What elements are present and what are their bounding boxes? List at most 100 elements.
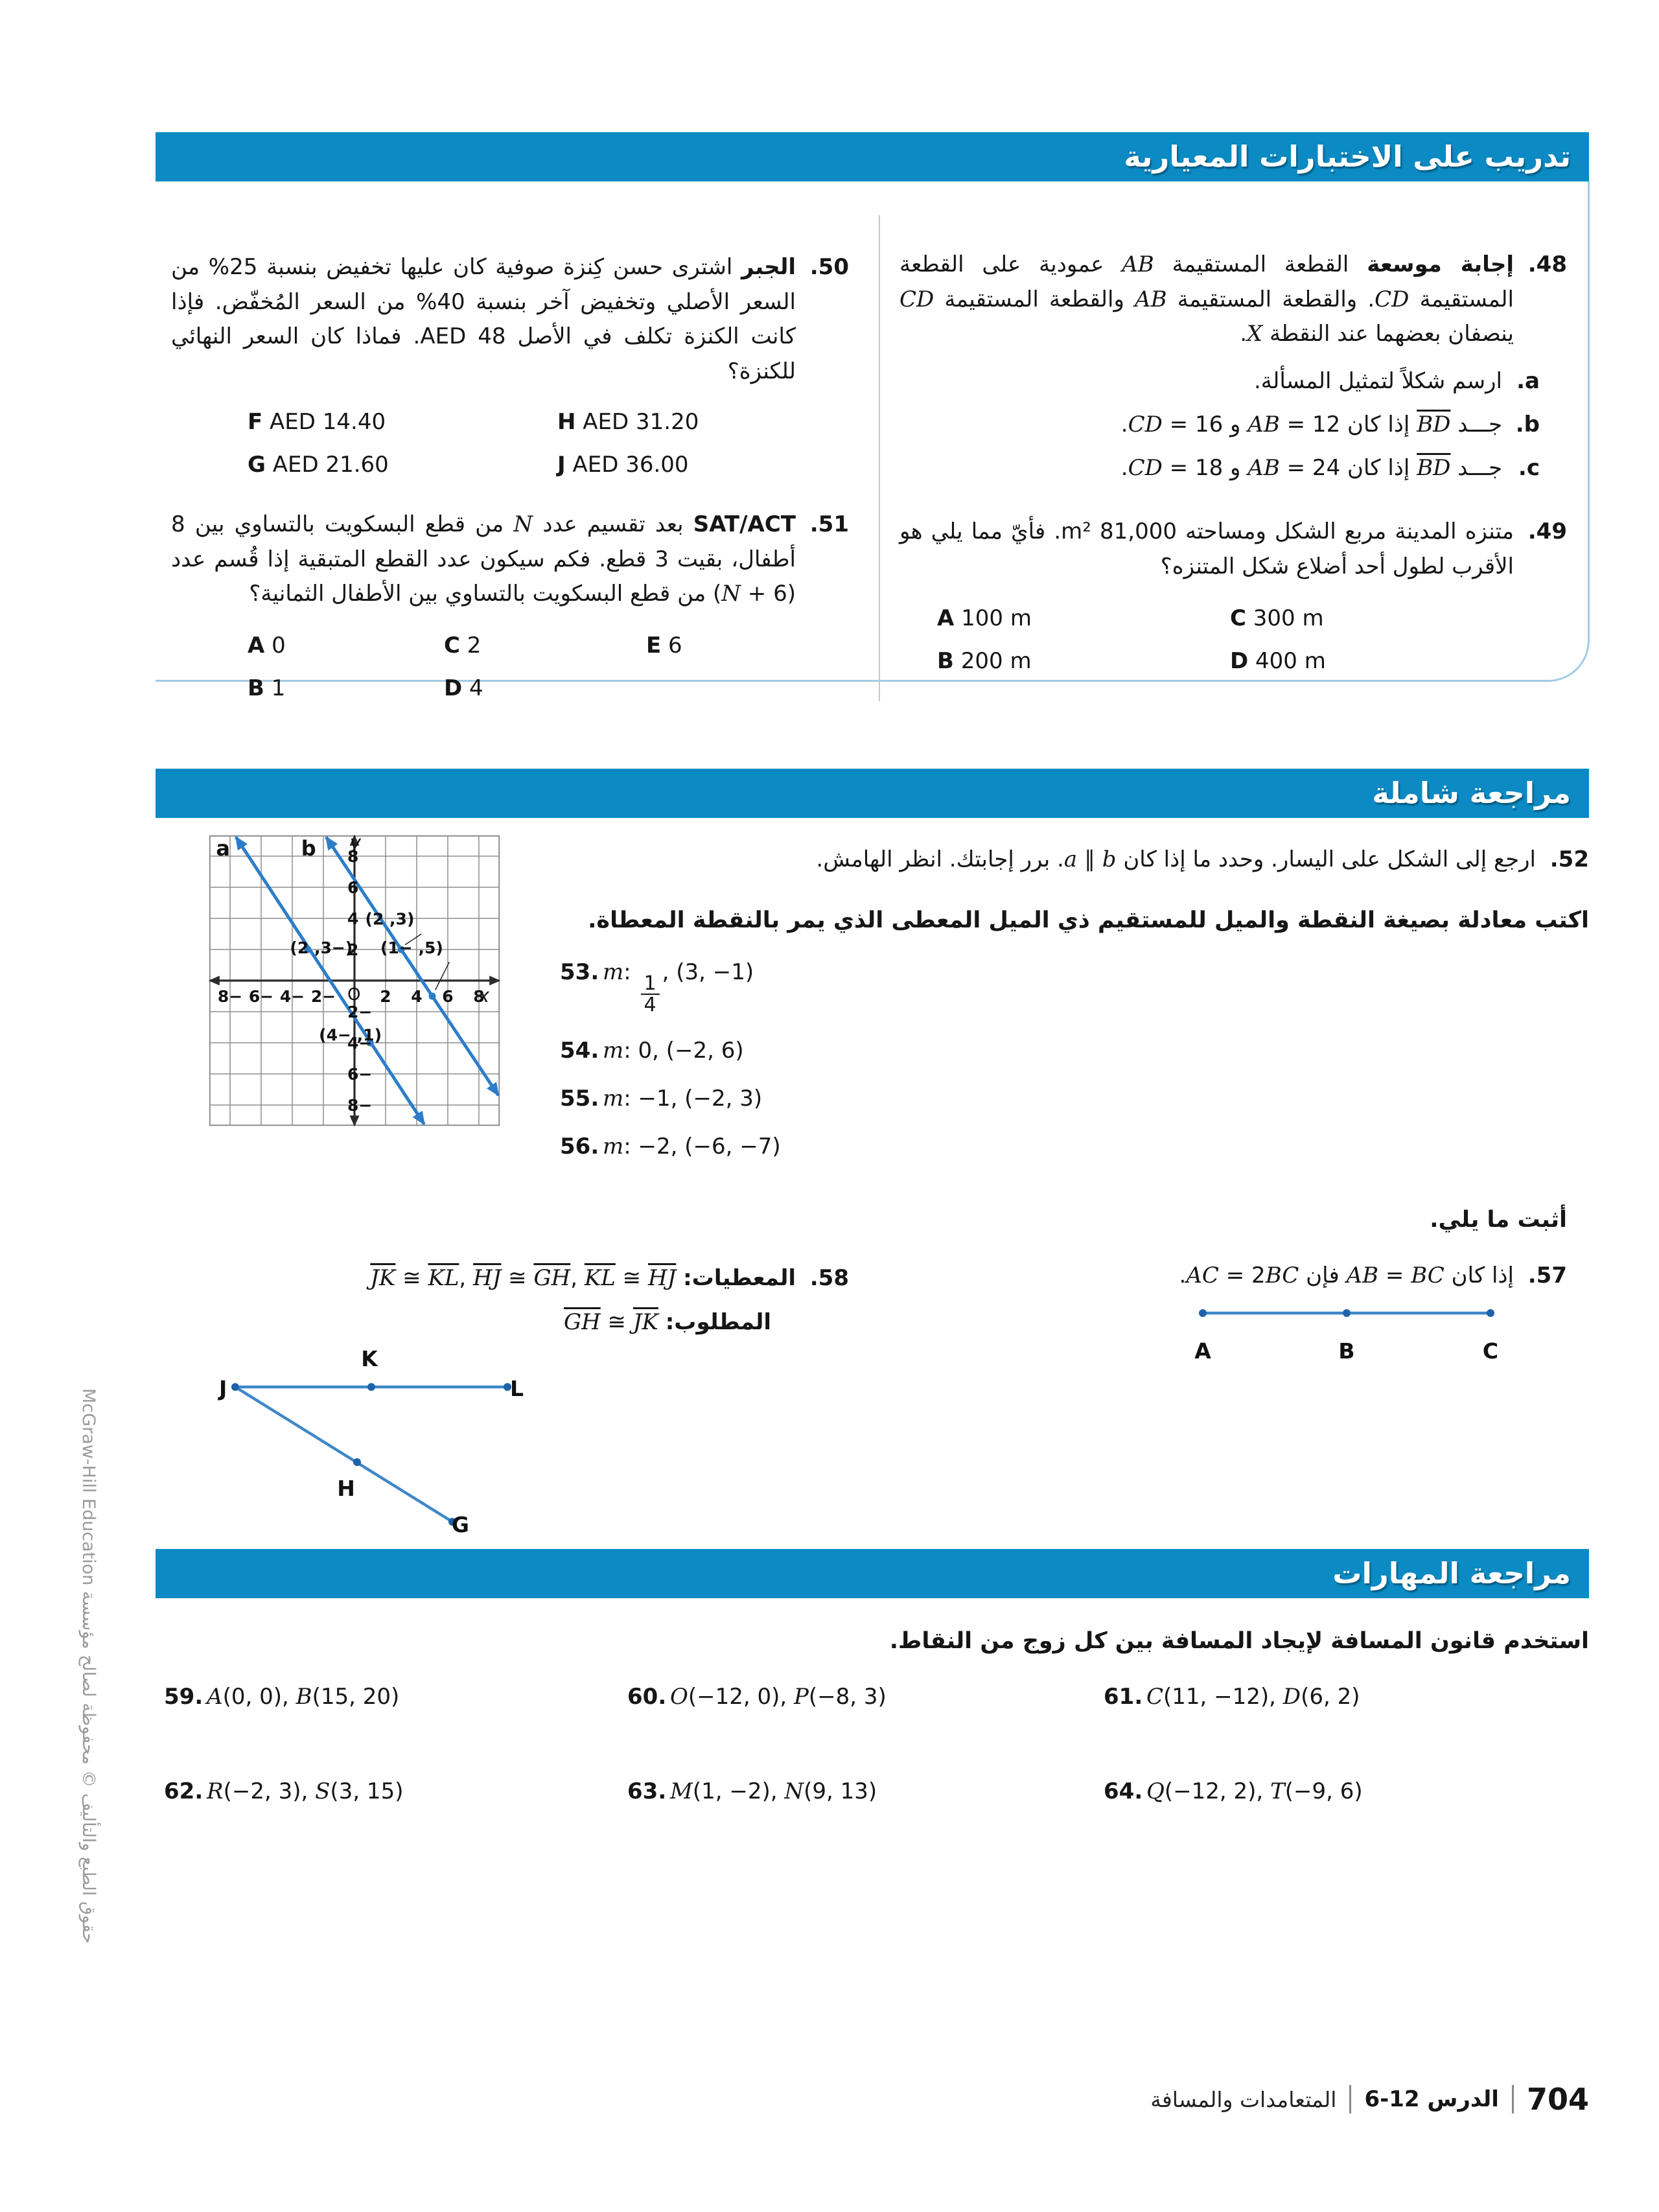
choice-C: C 300 m [1230,605,1509,631]
svg-text:6: 6 [442,987,453,1006]
choice-letter: C [444,633,460,659]
list-item: 55. m: −1, (−2, 3) [560,1086,1589,1112]
item-text: O(−12, 0), P(−8, 3) [670,1684,887,1710]
svg-text:C: C [1483,1338,1498,1364]
problem-58-given-label: المعطيات: [683,1265,796,1291]
problem-49-text: متنزه المدينة مربع الشكل ومساحته 81,000 … [899,518,1514,579]
svg-text:(1, −4): (1, −4) [319,1025,382,1044]
choice-letter: G [248,451,266,478]
distance-problems-grid: 59. A(0, 0), B(15, 20) 60. O(−12, 0), P(−8,… [164,1684,1616,1804]
svg-text:4: 4 [347,909,358,928]
column-left-50-51: 50. الجبر اشترى حسن كِنزة صوفية كان عليه… [156,215,879,701]
problem-58-prove: GH ≅ JK [563,1309,658,1335]
problem-49-number: 49. [1527,518,1567,545]
choice-value: 6 [668,633,682,659]
segments-jklhg-figure: J K L H G [218,1346,524,1537]
list-item: 62. R(−2, 3), S(3, 15) [164,1778,627,1804]
item-number: 62. [164,1778,203,1804]
choice-B: B 1 [248,675,444,701]
svg-text:a: a [216,836,230,861]
choice-letter: J [557,451,566,478]
svg-text:8: 8 [473,987,484,1006]
problem-52-number: 52. [1549,846,1589,872]
list-item: 64. Q(−12, 2), T(−9, 6) [1104,1778,1596,1804]
lesson-title: المتعامدات والمسافة [1150,2086,1337,2112]
subitem-text: جـــد BD إذا كان AB = 24 و CD = 18. [1120,455,1502,482]
problem-58-number: 58. [809,1265,849,1291]
problem-57-text: إذا كان AB = BC فإن AC = 2BC. [1179,1263,1514,1288]
problem-48-lead: إجابة موسعة [1367,251,1514,277]
svg-text:(5, −1): (5, −1) [380,938,443,957]
svg-text:H: H [337,1476,355,1501]
choice-value: 0 [272,633,286,659]
subitem-label: c. [1518,455,1540,482]
problem-50: 50. الجبر اشترى حسن كِنزة صوفية كان عليه… [171,250,849,390]
svg-text:(3, 2): (3, 2) [365,910,415,929]
svg-text:8: 8 [347,847,358,866]
svg-text:B: B [1338,1338,1354,1364]
svg-text:2: 2 [380,987,391,1006]
list-item: a. ارسم شكلاً لتمثيل المسألة. [899,365,1542,398]
choice-A: A 0 [248,633,444,658]
problem-51-text: بعد تقسيم عدد N من قطع البسكويت بالتساوي… [171,511,796,607]
problem-50-number: 50. [809,254,849,280]
copyright-vertical-text: حقوق الطبع والتأليف © محفوظة لصالح مؤسسة… [78,1388,99,1944]
svg-text:J: J [218,1376,227,1401]
choice-G: G AED 21.60 [248,452,557,478]
page-footer: 704 الدرس 12-6 المتعامدات والمسافة [1150,2082,1589,2117]
item-text: m: −1, (−2, 3) [603,1085,763,1112]
list-item: 59. A(0, 0), B(15, 20) [164,1684,627,1710]
subitem-text: ارسم شكلاً لتمثيل المسألة. [1253,368,1502,395]
item-text: R(−2, 3), S(3, 15) [207,1778,404,1804]
problem-49: 49. متنزه المدينة مربع الشكل ومساحته 81,… [899,515,1567,584]
svg-text:6: 6 [347,878,358,897]
footer-divider [1349,2085,1352,2113]
svg-text:K: K [361,1348,378,1371]
svg-text:L: L [510,1376,524,1401]
point-slope-instruction: اكتب معادلة بصيغة النقطة والميل للمستقيم… [588,907,1589,933]
svg-text:O: O [347,985,360,1005]
choice-E: E 6 [646,633,782,658]
item-text: C(11, −12), D(6, 2) [1146,1684,1360,1710]
standardized-section-border [156,181,1590,682]
choice-letter: A [937,605,955,631]
prove-section-row: أثبت ما يلي. 57. إذا كان AB = BC فإن AC … [156,1207,1589,1335]
problem-51-number: 51. [809,511,849,537]
svg-text:2: 2 [347,940,358,959]
choice-F: F AED 14.40 [248,409,557,435]
list-item: 61. C(11, −12), D(6, 2) [1104,1684,1596,1710]
choice-value: AED 14.40 [270,408,386,435]
choice-letter: B [937,647,954,674]
choice-A: A 100 m [937,605,1230,631]
list-item: 54. m: 0, (−2, 6) [560,1038,1589,1064]
svg-text:−6: −6 [347,1065,372,1084]
section-header-comprehensive-review: مراجعة شاملة [156,769,1589,818]
choice-letter: B [248,675,264,702]
problem-51: 51. SAT/ACT بعد تقسيم عدد N من قطع البسك… [171,507,849,612]
choice-value: 2 [467,633,481,659]
item-number: 60. [627,1684,667,1710]
problem-58: 58. المعطيات: JK ≅ KL, HJ ≅ GH, KL ≅ HJ [162,1261,849,1296]
subitem-label: a. [1516,368,1540,395]
section-header-standardized-tests: تدريب على الاختبارات المعيارية [156,132,1589,181]
svg-text:−4: −4 [347,1034,372,1053]
prove-instruction: أثبت ما يلي. [1430,1207,1567,1233]
problem-50-choices: F AED 14.40 H AED 31.20 G AED 21.60 J AED 3… [248,409,849,478]
problem-48-subitems: a. ارسم شكلاً لتمثيل المسألة. b. جـــد BD إ… [899,365,1567,485]
item-text: M(1, −2), N(9, 13) [670,1778,877,1804]
section-header-skills-review: مراجعة المهارات [156,1549,1589,1598]
coordinate-plane-chart: a b −8 −6 −4 −2 2 4 6 8 8 6 4 2 −2 −4 −6 −8 O x y (−3, 2) (3, … [208,832,501,1127]
choice-D: D 400 m [1230,648,1509,674]
svg-text:G: G [452,1512,469,1537]
svg-text:y: y [349,832,362,854]
choice-value: 400 m [1255,647,1326,674]
item-number: 56. [560,1133,599,1159]
choice-letter: H [557,408,576,435]
choice-value: AED 31.20 [583,408,699,435]
svg-text:−6: −6 [249,987,273,1006]
